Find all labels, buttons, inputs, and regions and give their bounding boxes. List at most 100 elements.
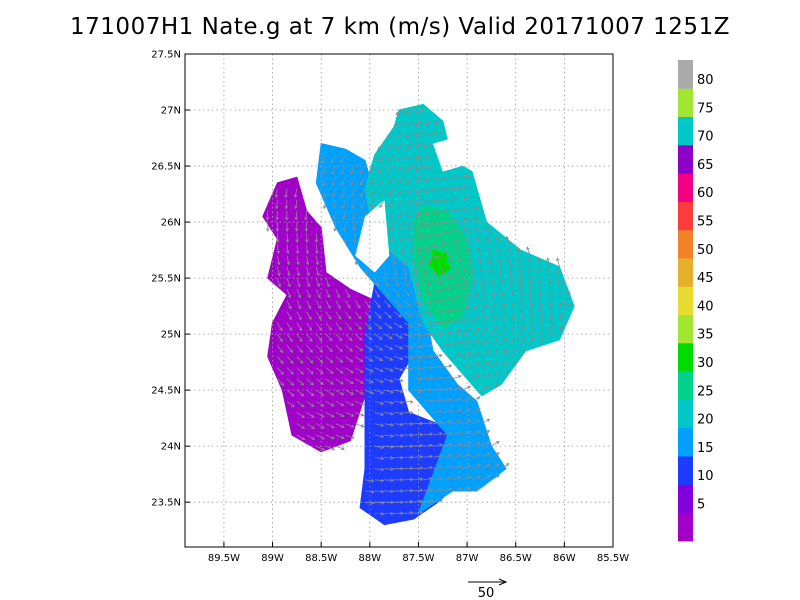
wind-vector-428 (423, 176, 434, 182)
wind-vector-274 (393, 356, 404, 361)
wind-vector-306 (403, 367, 414, 371)
wind-vector-293 (386, 143, 395, 150)
wind-vector-389 (415, 221, 424, 229)
wind-vector-319 (398, 221, 405, 231)
wind-vector-51 (296, 277, 301, 288)
wind-vector-95 (315, 289, 321, 299)
wind-vector-516 (452, 208, 463, 212)
wind-vector-316 (402, 255, 406, 266)
wind-vector-480 (452, 295, 461, 301)
wind-vector-133 (335, 322, 342, 331)
wind-vector-368 (423, 465, 434, 470)
wind-vector-312 (403, 300, 412, 307)
wind-vector-475 (452, 352, 462, 357)
wind-vector-9 (277, 266, 281, 277)
wind-vector-616 (520, 348, 526, 357)
wind-vector-13 (275, 222, 280, 232)
colorbar-label-8: 45 (697, 271, 714, 286)
wind-vector-298 (403, 477, 414, 482)
wind-vector-35 (284, 199, 289, 210)
wind-vector-429 (423, 165, 434, 170)
wind-vector-439 (442, 431, 453, 436)
wind-vector-117 (322, 199, 327, 210)
colorbar-label-5: 30 (697, 356, 714, 371)
wind-vector-11 (276, 244, 280, 255)
wind-vector-243 (384, 378, 394, 383)
wind-vector-462 (433, 132, 443, 136)
wind-vector-551 (481, 441, 491, 447)
wind-vector-300 (403, 455, 414, 460)
wind-vector-322 (396, 188, 405, 196)
wind-vector-360 (405, 154, 414, 160)
wind-vector-198 (364, 300, 371, 309)
wind-vector-7 (277, 322, 283, 332)
wind-vector-134 (335, 311, 342, 320)
wind-vector-546 (462, 185, 473, 190)
wind-vector-119 (322, 177, 327, 187)
wind-vectors (265, 109, 572, 516)
colorbar-swatch-6 (678, 342, 693, 372)
colorbar-swatch-3 (678, 427, 693, 457)
wind-vector-466 (452, 464, 462, 469)
wind-vector-311 (403, 311, 413, 317)
wind-vector-468 (452, 442, 462, 447)
wind-vector-412 (432, 365, 443, 369)
wind-vector-624 (517, 257, 521, 267)
wind-vector-223 (374, 311, 382, 319)
wind-vector-162 (341, 188, 346, 198)
wind-vector-303 (403, 422, 414, 426)
wind-vector-484 (444, 250, 453, 257)
wind-vector-263 (394, 478, 404, 482)
wind-vector-658 (567, 290, 571, 301)
wind-vector-580 (491, 326, 498, 335)
reference-vector-label: 50 (478, 586, 495, 600)
wind-vector-396 (414, 143, 424, 148)
wind-vector-643 (549, 324, 554, 335)
wind-vector-184 (350, 188, 356, 198)
wind-vector-419 (432, 277, 442, 284)
wind-vector-238 (384, 434, 395, 438)
colorbar-label-2: 15 (697, 441, 714, 456)
wind-vector-536 (471, 292, 478, 301)
wind-vector-411 (432, 376, 443, 380)
wind-vector-534 (471, 315, 479, 324)
wind-vector-584 (490, 279, 495, 290)
wind-vector-596 (500, 314, 506, 324)
wind-vector-318 (399, 233, 405, 243)
wind-vector-575 (491, 383, 500, 391)
wind-vector-254 (379, 199, 385, 209)
wind-vector-181 (352, 222, 356, 232)
wind-vector-633 (527, 257, 531, 267)
wind-vector-295 (403, 511, 414, 515)
wind-vector-102 (325, 434, 335, 440)
wind-vector-491 (442, 176, 453, 180)
wind-vector-170 (355, 378, 364, 384)
wind-vector-518 (452, 186, 463, 191)
wind-vector-638 (539, 301, 543, 312)
wind-vector-631 (528, 279, 532, 290)
wind-vector-485 (442, 241, 453, 245)
wind-vector-25 (286, 311, 292, 321)
wind-vector-489 (442, 198, 453, 202)
wind-vector-613 (507, 257, 512, 267)
wind-vector-253 (384, 266, 388, 277)
wind-vector-10 (276, 255, 281, 266)
wind-vector-332 (413, 488, 424, 493)
wind-vector-290 (387, 176, 395, 185)
grid-lines (185, 54, 613, 547)
wind-vector-73 (306, 289, 311, 299)
wind-vector-147 (345, 400, 355, 406)
wind-vector-285 (390, 233, 395, 243)
x-tick-label-2: 88.5W (305, 553, 337, 564)
wind-vector-573 (491, 452, 500, 458)
wind-vector-273 (393, 367, 404, 372)
wind-vector-292 (386, 154, 395, 162)
reference-vector: 50 (468, 578, 508, 600)
wind-vector-639 (538, 290, 543, 301)
wind-vector-286 (389, 221, 395, 231)
wind-vector-45 (296, 345, 304, 353)
wind-vector-207 (374, 489, 385, 494)
wind-vector-499 (462, 408, 472, 413)
wind-vector-465 (452, 476, 462, 481)
colorbar-swatch-9 (678, 258, 693, 287)
